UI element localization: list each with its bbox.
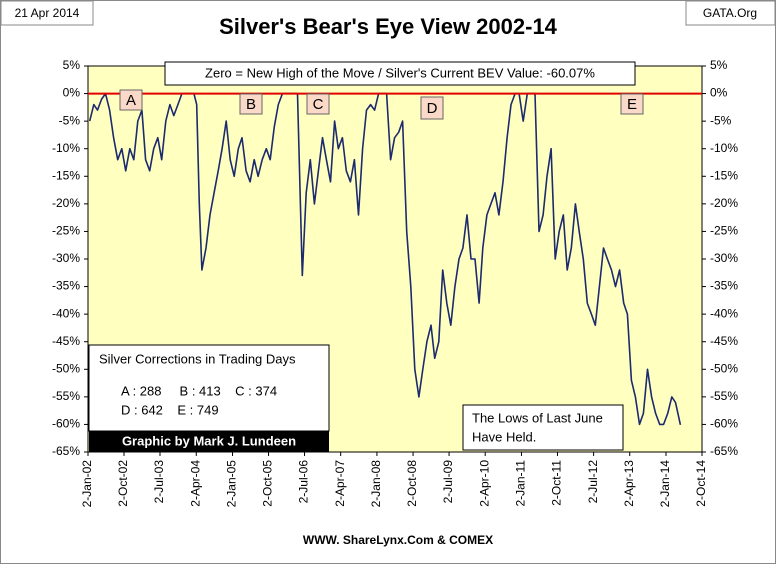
y-tick-label: -20% [52,196,80,210]
lows-box [462,404,624,451]
letter-box [119,89,143,111]
y2-tick-label: -15% [710,168,738,182]
x-tick-label: 2-Jan-11 [514,460,528,507]
x-tick-label: 2-Apr-13 [622,460,636,507]
letter: D [427,100,438,117]
y-tick-label: -25% [52,224,80,238]
zero-note: Zero = New High of the Move / Silver's C… [205,65,595,80]
y2-tick-label: 0% [710,86,728,100]
letter: C [313,96,324,113]
x-tick-label: 2-Jan-02 [80,460,94,508]
y2-tick-label: -60% [710,417,738,431]
y-tick-label: -5% [59,113,81,127]
x-tick-label: 2-Jul-12 [586,460,600,504]
chart-title: Silver's Bear's Eye View 2002-14 [219,14,558,39]
credit-box [89,431,329,452]
zero-note-box [164,61,636,86]
y2-tick-label: -50% [710,361,738,375]
x-tick-label: 2-Jul-09 [441,460,455,504]
y-tick-label: -50% [52,361,80,375]
y2-tick-label: -10% [710,141,738,155]
x-tick-label: 2-Jul-03 [152,460,166,504]
y-tick-label: -60% [52,417,80,431]
corrections-title: Silver Corrections in Trading Days [99,351,296,366]
x-tick-label: 2-Apr-07 [333,460,347,507]
source-box [685,0,776,26]
x-tick-label: 2-Apr-10 [477,460,491,507]
y-tick-label: -30% [52,251,80,265]
date-label: 21 Apr 2014 [15,6,80,20]
y-tick-label: -15% [52,168,80,182]
y-tick-label: -55% [52,389,80,403]
x-tick-label: 2-Jan-05 [225,460,239,508]
lows-note: The Lows of Last June [472,410,603,425]
y2-tick-label: -65% [710,444,738,458]
y2-tick-label: -40% [710,306,738,320]
x-tick-label: 2-Apr-04 [188,460,202,507]
corrections-line: A : 288 B : 413 C : 374 [121,383,277,398]
y-tick-label: -45% [52,334,80,348]
y-tick-label: 0% [63,86,81,100]
date-box [0,0,94,26]
y-tick-label: -40% [52,306,80,320]
y-tick-label: -10% [52,141,80,155]
source-top: GATA.Org [703,6,757,20]
y2-tick-label: -20% [710,196,738,210]
y-tick-label: -65% [52,444,80,458]
y2-tick-label: 5% [710,58,728,72]
x-tick-label: 2-Oct-14 [694,460,708,507]
letter: E [627,96,637,113]
y2-tick-label: -55% [710,389,738,403]
source-bottom: WWW. ShareLynx.Com & COMEX [303,533,493,547]
lows-note: Have Held. [472,429,536,444]
y-tick-label: 5% [63,58,81,72]
letter: B [246,96,256,113]
corrections-box [88,344,330,432]
y2-tick-label: -35% [710,279,738,293]
y2-tick-label: -45% [710,334,738,348]
letter-box [620,93,644,115]
letter-box [306,93,330,115]
y-tick-label: -35% [52,279,80,293]
x-tick-label: 2-Jan-14 [658,460,672,508]
annotations: Zero = New High of the Move / Silver's C… [88,61,644,452]
letter: A [126,92,136,109]
x-tick-label: 2-Jul-06 [297,460,311,504]
x-tick-label: 2-Jan-08 [369,460,383,508]
x-tick-label: 2-Oct-08 [405,460,419,507]
x-tick-label: 2-Oct-05 [261,460,275,507]
letter-box [420,96,444,120]
y2-tick-label: -30% [710,251,738,265]
x-tick-label: 2-Oct-02 [116,460,130,507]
corrections-line: D : 642 E : 749 [121,402,219,417]
y2-tick-label: -5% [710,113,732,127]
y2-tick-label: -25% [710,224,738,238]
credit: Graphic by Mark J. Lundeen [122,433,296,448]
letter-box [239,93,263,115]
x-tick-label: 2-Oct-11 [550,460,564,506]
